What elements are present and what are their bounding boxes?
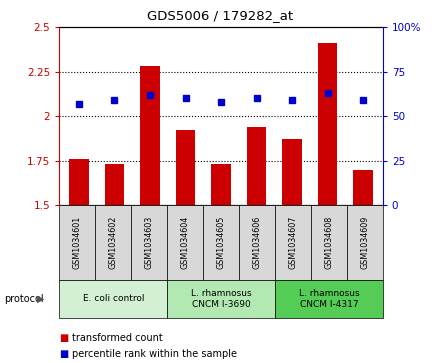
Text: ▶: ▶ <box>37 294 44 303</box>
Bar <box>69 159 89 205</box>
Text: GSM1034607: GSM1034607 <box>289 216 297 269</box>
Text: percentile rank within the sample: percentile rank within the sample <box>72 349 237 359</box>
Text: L. rhamnosus
CNCM I-4317: L. rhamnosus CNCM I-4317 <box>299 289 359 309</box>
Text: GSM1034602: GSM1034602 <box>109 216 118 269</box>
Text: transformed count: transformed count <box>72 333 162 343</box>
Bar <box>140 66 160 205</box>
Bar <box>176 130 195 205</box>
Bar <box>211 164 231 205</box>
Bar <box>247 127 266 205</box>
Text: GSM1034605: GSM1034605 <box>216 216 226 269</box>
Text: protocol: protocol <box>4 294 44 303</box>
Bar <box>353 170 373 205</box>
Text: E. coli control: E. coli control <box>83 294 144 303</box>
Text: GDS5006 / 179282_at: GDS5006 / 179282_at <box>147 9 293 22</box>
Bar <box>318 43 337 205</box>
Text: L. rhamnosus
CNCM I-3690: L. rhamnosus CNCM I-3690 <box>191 289 251 309</box>
Text: GSM1034604: GSM1034604 <box>181 216 190 269</box>
Text: GSM1034606: GSM1034606 <box>253 216 261 269</box>
Bar <box>282 139 302 205</box>
Text: GSM1034601: GSM1034601 <box>73 216 82 269</box>
Text: GSM1034608: GSM1034608 <box>324 216 334 269</box>
Bar <box>105 164 124 205</box>
Text: ■: ■ <box>59 333 69 343</box>
Text: ■: ■ <box>59 349 69 359</box>
Text: GSM1034609: GSM1034609 <box>360 216 369 269</box>
Text: GSM1034603: GSM1034603 <box>145 216 154 269</box>
